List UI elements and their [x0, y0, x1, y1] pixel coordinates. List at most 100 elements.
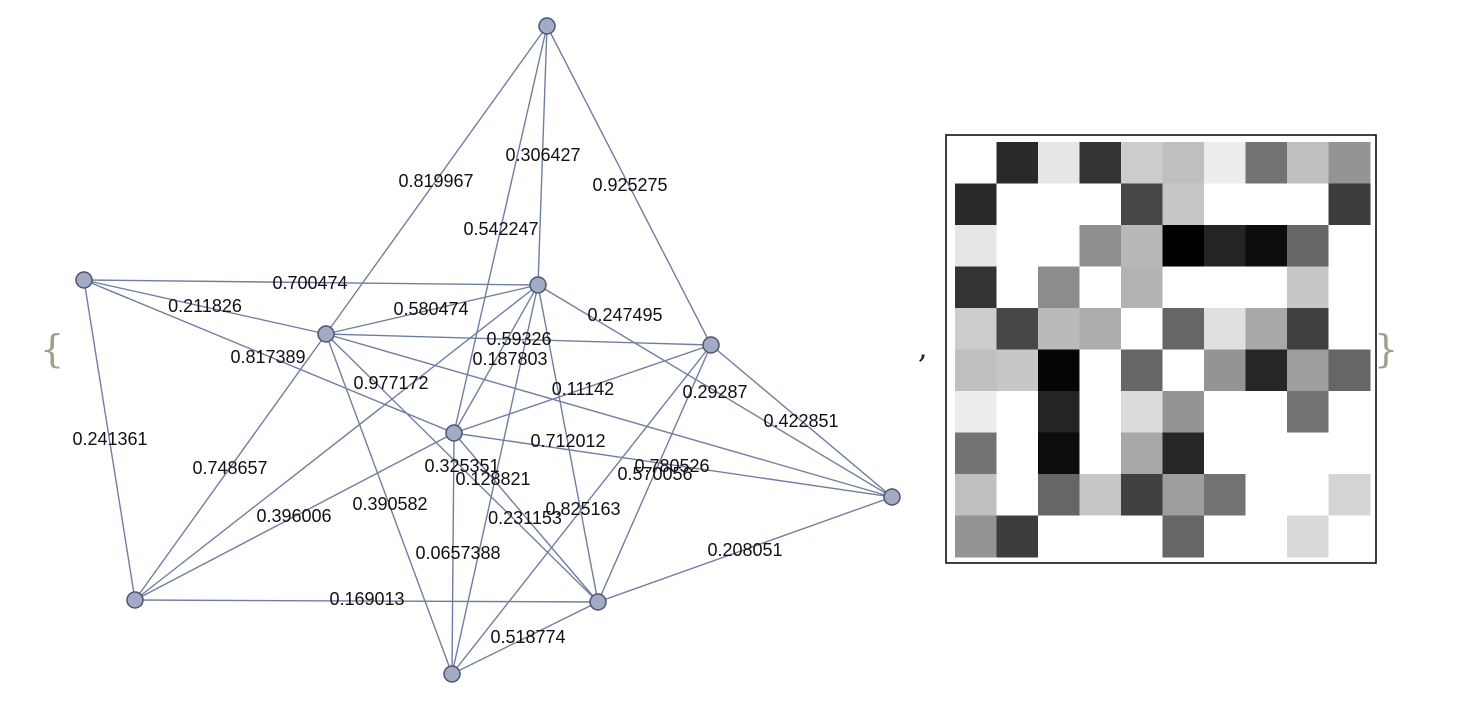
edge-weight-label: 0.169013: [329, 589, 404, 609]
graph-edge: [453, 25, 548, 434]
matrix-cell: [1328, 432, 1371, 475]
matrix-cell: [1287, 266, 1329, 309]
matrix-cell: [1079, 142, 1122, 184]
graph-edge: [83, 279, 539, 286]
matrix-cell: [1079, 432, 1122, 475]
graph-edge: [537, 284, 599, 603]
matrix-cell: [1287, 391, 1329, 433]
graph-vertex: [529, 276, 547, 294]
edge-weight-label: 0.247495: [587, 305, 662, 325]
matrix-cell: [1162, 308, 1205, 350]
matrix-cell: [1162, 432, 1205, 475]
matrix-cell: [1079, 515, 1122, 558]
matrix-cell: [1162, 225, 1205, 267]
matrix-cell: [1328, 225, 1371, 267]
edge-weight-label: 0.817389: [230, 347, 305, 367]
matrix-cell: [996, 183, 1039, 226]
matrix-cell: [1162, 474, 1205, 516]
matrix-cell: [1121, 474, 1163, 516]
matrix-cell: [1121, 432, 1163, 475]
matrix-cell: [996, 308, 1039, 350]
matrix-cell: [996, 474, 1039, 516]
graph-edge: [83, 279, 455, 434]
matrix-cell: [1121, 308, 1163, 350]
matrix-cell: [1162, 142, 1205, 184]
matrix-cell: [996, 515, 1039, 558]
matrix-cell: [1328, 266, 1371, 309]
graph-vertex: [317, 325, 335, 343]
matrix-cell: [1287, 515, 1329, 558]
graph-edge: [134, 599, 599, 603]
matrix-cell: [1079, 225, 1122, 267]
matrix-cell: [1328, 474, 1371, 516]
matrix-cell: [1287, 432, 1329, 475]
matrix-cell: [1245, 391, 1288, 433]
matrix-cell: [1038, 266, 1080, 309]
matrix-cell: [955, 349, 997, 392]
matrix-cell: [1204, 515, 1246, 558]
matrix-cell: [1287, 183, 1329, 226]
matrix-cell: [1287, 349, 1329, 392]
graph-vertex: [443, 665, 461, 683]
graph-edge: [537, 25, 548, 286]
graph-edges: [83, 25, 893, 675]
edge-weight-label: 0.187803: [472, 349, 547, 369]
graph-vertex: [538, 17, 556, 35]
matrix-cell: [1287, 225, 1329, 267]
graph-vertex: [702, 336, 720, 354]
matrix-cell: [1287, 142, 1329, 184]
matrix-cell: [955, 391, 997, 433]
matrix-cell: [955, 183, 997, 226]
matrix-cell: [1121, 266, 1163, 309]
graph-vertex: [75, 271, 93, 289]
graph-edge: [710, 344, 893, 498]
matrix-cell: [1038, 391, 1080, 433]
matrix-cell: [1245, 183, 1288, 226]
matrix-cell: [1121, 225, 1163, 267]
matrix-cell: [955, 432, 997, 475]
matrix-cell: [1287, 308, 1329, 350]
matrix-cell: [1328, 391, 1371, 433]
matrix-cell: [1204, 308, 1246, 350]
matrix-cell: [1079, 474, 1122, 516]
matrix-cell: [1204, 183, 1246, 226]
weighted-graph: 0.306427 0.819967 0.542247 0.925275 0.700474…: [72, 17, 901, 683]
edge-weight-label: 0.241361: [72, 429, 147, 449]
matrix-cell: [996, 266, 1039, 309]
matrix-cell: [1162, 183, 1205, 226]
edge-weight-label: 0.306427: [505, 145, 580, 165]
matrix-cell: [1079, 266, 1122, 309]
matrix-plot: [945, 134, 1377, 564]
matrix-cell: [955, 515, 997, 558]
edge-weight-label: 0.422851: [763, 411, 838, 431]
matrix-cell: [955, 266, 997, 309]
edge-weight-label: 0.700474: [272, 273, 347, 293]
matrix-cell: [1328, 308, 1371, 350]
edge-weight-label: 0.390582: [352, 494, 427, 514]
edge-weight-label: 0.231153: [488, 508, 562, 528]
graph-edge: [451, 284, 539, 675]
graph-edge: [325, 333, 599, 603]
edge-weight-label: 0.712012: [530, 431, 605, 451]
graph-edge: [325, 333, 712, 346]
matrix-cell: [1038, 183, 1080, 226]
edge-weight-label: 0.825163: [545, 499, 620, 519]
graph-edge: [325, 284, 539, 335]
matrix-cell: [1162, 266, 1205, 309]
matrix-cell: [1038, 432, 1080, 475]
list-separator: ,: [918, 331, 928, 366]
close-brace: }: [1374, 327, 1398, 371]
matrix-cell: [1245, 225, 1288, 267]
matrix-cell: [1204, 432, 1246, 475]
edge-weight-label: 0.518774: [490, 627, 565, 647]
matrix-cell: [1328, 142, 1371, 184]
matrix-cell: [1162, 349, 1205, 392]
edge-weight-label: 0.208051: [707, 540, 782, 560]
edge-weight-label: 0.977172: [353, 373, 428, 393]
edge-weight-label: 0.59326: [486, 329, 551, 349]
edge-weight-label: 0.819967: [398, 171, 473, 191]
graph-vertex: [445, 424, 463, 442]
matrix-cell: [1328, 183, 1371, 226]
matrix-cell: [1162, 515, 1205, 558]
